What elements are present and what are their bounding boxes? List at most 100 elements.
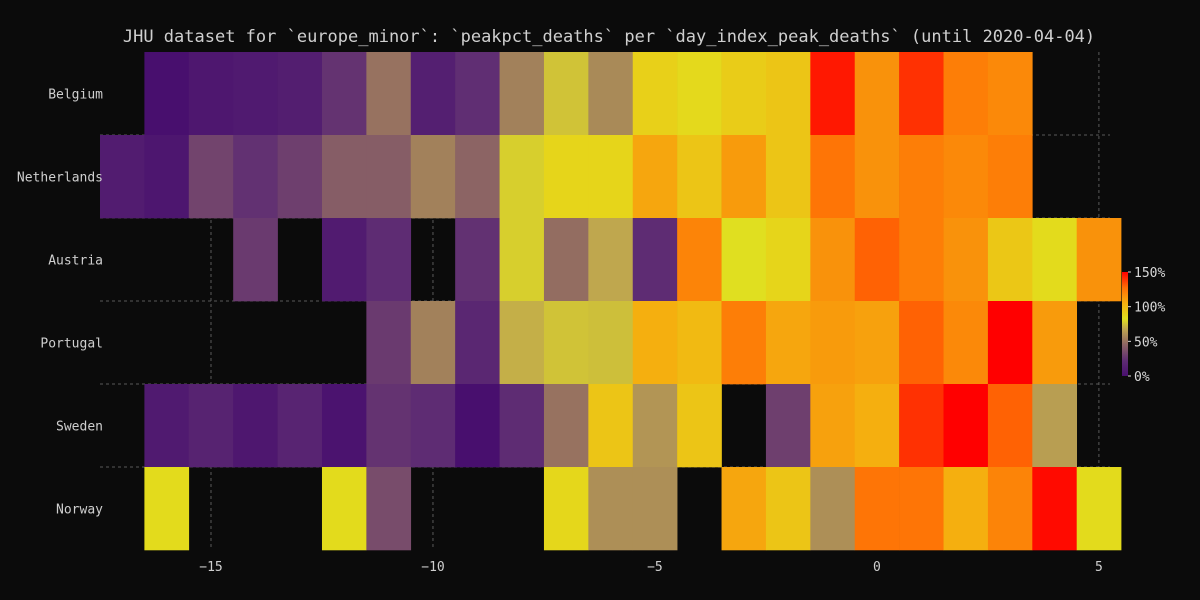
row-label: Norway — [56, 503, 103, 518]
heatmap-cell — [899, 218, 944, 302]
heatmap-cell — [366, 384, 412, 468]
heatmap-cell — [899, 52, 944, 136]
heatmap-cell — [765, 135, 811, 219]
heatmap-cell — [810, 135, 856, 219]
heatmap-cell — [588, 301, 634, 385]
heatmap-cell — [233, 52, 278, 136]
heatmap-cell — [677, 218, 722, 302]
row-label: Belgium — [48, 88, 103, 103]
heatmap-cell — [277, 135, 323, 219]
row-label: Portugal — [40, 337, 103, 352]
heatmap-cell — [721, 218, 767, 302]
heatmap-cell — [987, 384, 1033, 468]
heatmap-cell — [100, 135, 145, 219]
heatmap-cell — [233, 135, 278, 219]
x-tick-label: −15 — [199, 560, 222, 575]
heatmap-cell — [455, 218, 500, 302]
heatmap-cells — [100, 52, 1122, 551]
heatmap-cell — [366, 135, 412, 219]
heatmap-cell — [899, 135, 944, 219]
heatmap-cell — [499, 384, 545, 468]
heatmap-cell — [499, 135, 545, 219]
x-tick-label: 5 — [1095, 560, 1103, 575]
heatmap-cell — [810, 52, 856, 136]
colorbar-tick-label: 0% — [1134, 370, 1150, 385]
chart-title: JHU dataset for `europe_minor`: `peakpct… — [123, 27, 1095, 47]
heatmap-cell — [899, 301, 944, 385]
heatmap-cell — [677, 52, 722, 136]
heatmap-cell — [632, 384, 678, 468]
heatmap-cell — [721, 135, 767, 219]
heatmap-cell — [632, 52, 678, 136]
colorbar: 0% 50% 100% 150% — [1122, 266, 1165, 385]
heatmap-cell — [321, 384, 367, 468]
heatmap-cell — [144, 384, 190, 468]
heatmap-cell — [455, 301, 500, 385]
heatmap-cell — [677, 135, 722, 219]
row-label: Sweden — [56, 420, 103, 435]
heatmap-cell — [588, 467, 634, 551]
heatmap-cell — [721, 467, 767, 551]
row-label: Austria — [48, 254, 103, 269]
heatmap-cell — [233, 384, 278, 468]
colorbar-tick-label: 100% — [1134, 301, 1165, 316]
heatmap-cell — [1032, 301, 1078, 385]
heatmap-cell — [543, 135, 589, 219]
heatmap-cell — [321, 218, 367, 302]
heatmap-cell — [1076, 218, 1122, 302]
heatmap-cell — [765, 467, 811, 551]
heatmap-cell — [366, 218, 412, 302]
heatmap-cell — [321, 52, 367, 136]
row-label: Netherlands — [17, 171, 103, 186]
heatmap-cell — [987, 467, 1033, 551]
heatmap-cell — [321, 467, 367, 551]
heatmap-cell — [366, 467, 412, 551]
heatmap-cell — [144, 467, 190, 551]
heatmap-cell — [233, 218, 278, 302]
heatmap-cell — [765, 218, 811, 302]
heatmap-cell — [188, 135, 234, 219]
heatmap-cell — [854, 467, 900, 551]
heatmap-cell — [144, 52, 190, 136]
heatmap-cell — [277, 384, 323, 468]
heatmap-cell — [632, 218, 678, 302]
heatmap-cell — [632, 135, 678, 219]
heatmap-cell — [765, 301, 811, 385]
heatmap-cell — [854, 384, 900, 468]
heatmap-cell — [987, 52, 1033, 136]
heatmap-cell — [588, 135, 634, 219]
heatmap-cell — [943, 52, 989, 136]
heatmap-cell — [410, 52, 456, 136]
heatmap-cell — [499, 218, 545, 302]
heatmap-cell — [543, 467, 589, 551]
heatmap-cell — [765, 52, 811, 136]
colorbar-tick-label: 50% — [1134, 335, 1158, 350]
heatmap-cell — [543, 384, 589, 468]
x-tick-label: −10 — [421, 560, 444, 575]
heatmap-cell — [987, 301, 1033, 385]
heatmap-cell — [987, 135, 1033, 219]
colorbar-gradient — [1122, 272, 1128, 376]
colorbar-tick-label: 150% — [1134, 266, 1165, 281]
heatmap-cell — [943, 384, 989, 468]
heatmap-cell — [632, 467, 678, 551]
heatmap-cell — [854, 52, 900, 136]
x-tick-label: 0 — [873, 560, 881, 575]
row-labels: Belgium Netherlands Austria Portugal Sweden N… — [17, 88, 103, 518]
heatmap-cell — [1032, 467, 1078, 551]
heatmap-cell — [943, 218, 989, 302]
heatmap-cell — [410, 135, 456, 219]
heatmap-cell — [810, 218, 856, 302]
heatmap-cell — [1076, 467, 1122, 551]
heatmap-cell — [366, 301, 412, 385]
heatmap-cell — [810, 301, 856, 385]
heatmap-cell — [987, 218, 1033, 302]
heatmap-cell — [810, 467, 856, 551]
heatmap-cell — [588, 218, 634, 302]
heatmap-cell — [943, 467, 989, 551]
x-tick-label: −5 — [647, 560, 663, 575]
heatmap-cell — [854, 301, 900, 385]
heatmap-cell — [899, 384, 944, 468]
heatmap-cell — [632, 301, 678, 385]
heatmap-cell — [899, 467, 944, 551]
